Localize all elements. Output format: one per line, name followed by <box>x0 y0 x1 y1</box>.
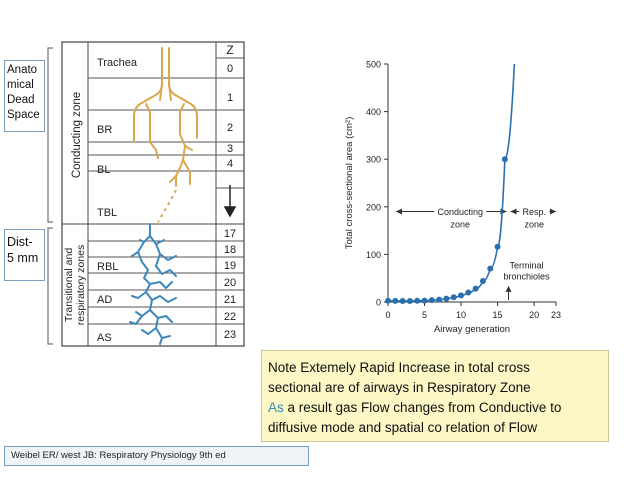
structure-label-tbl: TBL <box>97 207 117 219</box>
conducting-zone-label: Conducting zone <box>71 92 83 178</box>
diagram-frame <box>61 41 245 347</box>
chart-ticks: 0 100 200 300 400 500 0 5 10 15 20 23 <box>366 60 561 321</box>
transitional-zone-label-2: respiratory zones <box>75 245 87 326</box>
annotation-resp: Resp. <box>523 207 547 217</box>
note-as-word: As <box>268 400 284 415</box>
respiratory-airway-tree <box>129 223 177 345</box>
y-tick-label: 200 <box>366 202 381 212</box>
generation-number: 22 <box>224 311 236 323</box>
y-tick-label: 500 <box>366 60 381 70</box>
label-line: Dead <box>7 94 35 106</box>
generation-number: 18 <box>224 244 236 256</box>
y-axis-label: Total cross-sectional area (cm²) <box>344 117 355 250</box>
y-tick-label: 100 <box>366 250 381 260</box>
x-axis-label: Airway generation <box>434 324 510 335</box>
bracket-conducting <box>47 47 53 223</box>
y-tick-label: 300 <box>366 155 381 165</box>
structure-label-ad: AD <box>97 294 112 306</box>
series-line <box>387 63 516 302</box>
data-point <box>465 289 472 296</box>
z-header: Z <box>226 43 233 57</box>
chart-annotations: Conducting zone Resp. zone Terminalbronchiol… <box>396 204 556 300</box>
citation: Weibel ER/ west JB: Respiratory Physiolo… <box>4 446 309 466</box>
annotation-conducting: Conducting <box>437 207 483 217</box>
generation-number: 19 <box>224 260 236 272</box>
bracket-respiratory <box>47 227 53 345</box>
data-point <box>421 297 428 304</box>
label-line: mical <box>7 79 34 91</box>
generation-number: 4 <box>227 158 233 170</box>
data-point <box>414 297 421 304</box>
data-point <box>458 292 465 299</box>
structure-label-bl: BL <box>97 164 110 176</box>
data-point <box>385 297 391 304</box>
note-line: As a result gas Flow changes from Conduc… <box>268 398 602 418</box>
structure-label-trachea: Trachea <box>97 57 138 69</box>
x-tick-label: 5 <box>422 310 427 320</box>
arrowhead-up <box>505 285 512 292</box>
annotation-terminal: Terminal <box>510 261 544 271</box>
note-line: Note Extemely Rapid Increase in total cr… <box>268 360 530 375</box>
annotation-zone: zone <box>450 220 470 230</box>
conducting-airway-tree <box>133 47 198 187</box>
data-point <box>487 265 494 272</box>
data-point <box>494 243 501 250</box>
label-line: Dist- <box>7 235 33 249</box>
arrowhead-right <box>550 208 556 215</box>
data-point <box>392 297 399 304</box>
note-box: Note Extemely Rapid Increase in total cr… <box>261 350 609 442</box>
generation-number: 3 <box>227 143 233 155</box>
generation-row-lines <box>88 57 244 325</box>
x-tick-label: 23 <box>551 310 561 320</box>
y-tick-label: 0 <box>376 298 381 308</box>
label-line: Space <box>7 109 40 121</box>
generation-number: 1 <box>227 92 233 104</box>
note-line: sectional are of airways in Respiratory … <box>268 380 531 395</box>
note-line: diffusive mode and spatial co relation o… <box>268 420 538 435</box>
data-point <box>443 295 450 302</box>
label-line: Anato <box>7 64 38 76</box>
structure-label-rbl: RBL <box>97 261 118 273</box>
data-point <box>472 285 479 292</box>
data-point <box>428 297 435 304</box>
label-line: 5 mm <box>7 251 39 265</box>
data-point <box>501 156 508 163</box>
generation-number: 2 <box>227 122 233 134</box>
x-tick-label: 20 <box>529 310 539 320</box>
structure-label-as: AS <box>97 332 112 344</box>
generation-number: 20 <box>224 277 236 289</box>
label-background <box>519 204 550 217</box>
data-point <box>399 298 406 305</box>
series-points <box>385 156 508 305</box>
generation-number: 21 <box>224 294 236 306</box>
data-point <box>406 298 413 305</box>
arrowhead-left <box>396 208 402 215</box>
x-tick-label: 0 <box>385 310 390 320</box>
conducting-airway-dashes <box>157 189 177 223</box>
structure-label-br: BR <box>97 124 112 136</box>
data-point <box>479 278 486 285</box>
x-tick-label: 10 <box>456 310 466 320</box>
label-background <box>434 204 487 217</box>
data-point <box>450 294 457 301</box>
generation-number: 17 <box>224 228 236 240</box>
annotation-zone: zone <box>524 220 544 230</box>
generation-number: 0 <box>227 63 233 75</box>
transitional-zone-label-1: Transitional and <box>63 248 75 322</box>
annotation-bronchioles: bronchioles <box>504 272 551 282</box>
distance-label: Dist- 5 mm <box>4 229 45 281</box>
arrowhead-left <box>510 208 517 215</box>
y-tick-label: 400 <box>366 107 381 117</box>
down-arrow-icon <box>223 185 237 218</box>
anatomical-dead-space-label: Anato mical Dead Space <box>4 60 45 132</box>
generation-number: 23 <box>224 329 236 341</box>
x-tick-label: 15 <box>493 310 503 320</box>
note-line-rest: a result gas Flow changes from Conductiv… <box>283 400 562 415</box>
data-point <box>436 296 443 303</box>
